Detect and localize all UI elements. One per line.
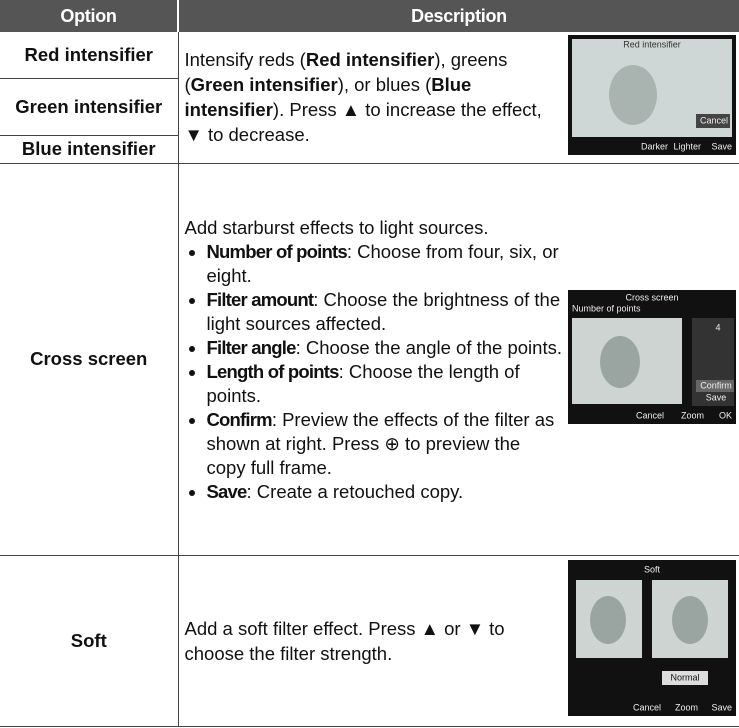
bullet: Filter angle: Choose the angle of the po… bbox=[207, 336, 564, 360]
description: Add starburst effects to light sources.N… bbox=[178, 163, 565, 556]
row: Green intensifier bbox=[0, 78, 739, 136]
row: Red intensifier Intensify reds (Red inten… bbox=[0, 32, 739, 164]
bullet-text: : Choose from four, six, or eight. bbox=[206, 240, 559, 286]
text-run: ), greens ( bbox=[184, 49, 508, 96]
description-text: Add a soft filter effect. Press ▲ or ▼ t… bbox=[185, 616, 564, 666]
bullet-name: Confirm bbox=[206, 408, 273, 430]
screen-label: Confirm bbox=[700, 380, 732, 390]
option: Green intensifier bbox=[0, 78, 179, 136]
bullet-list: Number of points: Choose from four, six,… bbox=[185, 240, 564, 504]
option: Red intensifier bbox=[0, 32, 179, 79]
bullet-name: Filter angle bbox=[206, 336, 297, 358]
description: Add a soft filter effect. Press ▲ or ▼ t… bbox=[178, 555, 565, 727]
screen-label: 4 bbox=[715, 322, 720, 332]
button bbox=[696, 113, 730, 128]
screen-label: Number of points bbox=[572, 303, 641, 313]
description-text: Intensify reds (Red intensifier), greens… bbox=[185, 47, 564, 147]
screen-label: Cancel bbox=[633, 702, 661, 712]
bullet-text: : Choose the angle of the points. bbox=[295, 336, 562, 358]
option: Cross screen bbox=[0, 163, 179, 556]
screen-label: Cancel bbox=[700, 115, 728, 125]
bullet-text: : Choose the brightness of the light sou… bbox=[206, 288, 561, 334]
text-run: Add a soft filter effect. Press ▲ or ▼ t… bbox=[184, 617, 505, 664]
screen-label: Save bbox=[711, 702, 732, 712]
portrait bbox=[609, 64, 657, 125]
description: Intensify reds (Red intensifier), greens… bbox=[178, 32, 565, 164]
row: Blue intensifier bbox=[0, 135, 739, 164]
bullet-name: Filter amount bbox=[206, 288, 315, 310]
camera-screen: Soft Normal Cancel Zoom Save bbox=[568, 560, 736, 716]
image-cell: Soft Normal Cancel Zoom Save bbox=[565, 555, 739, 727]
bullet-text: : Create a retouched copy. bbox=[246, 480, 464, 502]
row: Cross screen Add starburst effects to lig… bbox=[0, 163, 739, 556]
screen-label: Cancel bbox=[636, 410, 664, 420]
text-run: Add starburst effects to light sources. bbox=[184, 216, 489, 238]
bullet: Save: Create a retouched copy. bbox=[207, 480, 564, 504]
screen-label: Darker bbox=[641, 141, 668, 151]
screen-label: Zoom bbox=[681, 410, 704, 420]
camera-screen: Red intensifier Cancel Darker Lighter Save bbox=[568, 34, 736, 155]
bullet: Confirm: Preview the effects of the filt… bbox=[207, 408, 564, 480]
bullet: Number of points: Choose from four, six,… bbox=[207, 240, 564, 288]
screen-label: Save bbox=[711, 141, 732, 151]
button bbox=[662, 671, 708, 685]
bullet-text: : Choose the length of points. bbox=[206, 360, 520, 406]
option: Soft bbox=[0, 555, 179, 727]
screen-title: Red intensifier bbox=[623, 39, 681, 49]
bullet-name: Save bbox=[206, 480, 248, 502]
portrait-b bbox=[672, 596, 708, 644]
screen-label: OK bbox=[719, 410, 732, 420]
table-body: Red intensifier Intensify reds (Red inten… bbox=[0, 32, 739, 727]
text-run: Red intensifier bbox=[305, 49, 435, 71]
text-run: Blue intensifier bbox=[184, 74, 472, 121]
header-option: Option bbox=[0, 0, 179, 32]
screen-label: Lighter bbox=[673, 141, 701, 151]
row: Soft Add a soft filter effect. Press ▲ or… bbox=[0, 555, 739, 727]
bullet: Length of points: Choose the length of p… bbox=[207, 360, 564, 408]
screen-title: Soft bbox=[644, 564, 661, 574]
text-run: Green intensifier bbox=[190, 74, 338, 96]
text-run: ), or blues ( bbox=[337, 74, 432, 96]
confirm bbox=[696, 379, 734, 392]
screen-label: Save bbox=[706, 392, 727, 402]
screen-label: Normal bbox=[670, 672, 699, 682]
image-cell: Red intensifier Cancel Darker Lighter Save bbox=[565, 32, 739, 164]
portrait-a bbox=[590, 596, 626, 644]
bullet-name: Number of points bbox=[206, 240, 348, 262]
text-run: ). Press ▲ to increase the effect, ▼ to … bbox=[184, 99, 542, 146]
text-run: Intensify reds ( bbox=[184, 49, 306, 71]
header-description: Description bbox=[178, 0, 739, 32]
option: Blue intensifier bbox=[0, 135, 179, 164]
screen-label: Zoom bbox=[675, 702, 698, 712]
description-text: Add starburst effects to light sources. bbox=[185, 215, 564, 240]
screen-title: Cross screen bbox=[625, 292, 678, 302]
bullet-name: Length of points bbox=[206, 360, 340, 382]
image-cell: Cross screen Number of points 4 Confirm Save… bbox=[565, 163, 739, 556]
portrait bbox=[600, 335, 640, 388]
bullet: Filter amount: Choose the brightness of … bbox=[207, 288, 564, 336]
bullet-text: : Preview the effects of the filter as s… bbox=[206, 408, 555, 478]
